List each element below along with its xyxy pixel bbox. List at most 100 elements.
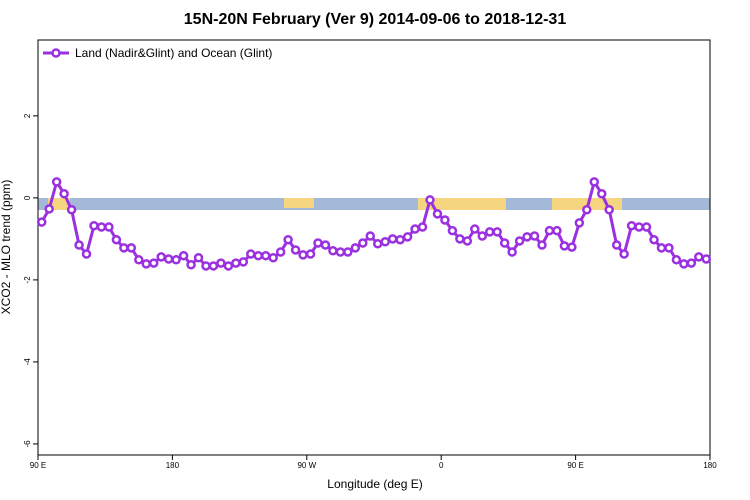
y-tick-label: -4 <box>23 358 32 366</box>
data-point <box>216 258 226 268</box>
data-point <box>44 204 54 214</box>
series-line <box>40 178 707 268</box>
data-point <box>358 238 368 248</box>
data-point <box>51 177 62 187</box>
x-tick-label: 180 <box>166 461 180 470</box>
data-point <box>74 240 84 250</box>
data-point <box>223 261 234 271</box>
data-point <box>567 242 577 252</box>
x-tick-label: 90 E <box>567 461 583 470</box>
ocean-strip <box>38 198 710 210</box>
data-point <box>626 221 637 231</box>
data-point <box>111 234 122 245</box>
data-point <box>59 189 69 199</box>
land-patch <box>284 198 314 208</box>
data-point <box>552 225 562 236</box>
data-point <box>186 259 196 270</box>
data-point <box>656 243 667 253</box>
data-point <box>246 249 256 259</box>
data-point <box>275 247 286 257</box>
data-point <box>522 232 532 242</box>
data-point <box>686 258 697 268</box>
data-point <box>208 261 219 271</box>
data-point <box>126 243 137 253</box>
data-point <box>298 250 308 260</box>
data-point <box>492 227 502 237</box>
data-point <box>163 254 174 264</box>
data-point <box>231 258 241 268</box>
data-point <box>470 224 480 234</box>
data-point <box>141 259 152 269</box>
y-axis-label: XCO2 - MLO trend (ppm) <box>0 180 13 315</box>
data-point <box>380 237 390 247</box>
data-point <box>477 231 488 241</box>
data-point <box>507 247 517 257</box>
data-point <box>343 247 353 257</box>
data-point <box>537 240 547 250</box>
x-axis-label: Longitude (deg E) <box>327 477 422 491</box>
data-point <box>372 239 383 249</box>
data-point <box>671 255 682 265</box>
x-tick-label: 0 <box>439 461 444 470</box>
data-point <box>104 222 114 232</box>
data-point <box>365 231 376 241</box>
data-point <box>432 209 443 219</box>
data-point <box>701 254 712 264</box>
data-point <box>417 222 428 232</box>
data-point <box>395 234 405 245</box>
data-point <box>328 246 338 256</box>
data-point <box>350 243 361 253</box>
data-point <box>455 234 465 244</box>
y-tick-label: -2 <box>23 276 32 284</box>
data-point <box>484 227 495 237</box>
data-point <box>664 243 674 253</box>
legend-marker <box>51 48 61 58</box>
data-point <box>253 250 264 261</box>
land-patch <box>418 198 506 210</box>
data-point <box>89 221 99 231</box>
data-point <box>499 238 510 248</box>
data-point <box>641 222 652 232</box>
data-point <box>425 195 435 205</box>
data-point <box>679 259 689 269</box>
data-point <box>290 245 301 255</box>
plot-frame <box>37 39 711 456</box>
data-point <box>634 222 644 232</box>
x-tick-label: 180 <box>703 461 717 470</box>
data-point <box>514 236 525 246</box>
data-point <box>156 252 166 262</box>
data-point <box>596 189 607 199</box>
data-point <box>649 234 659 245</box>
data-point <box>544 225 555 236</box>
legend-label: Land (Nadir&Glint) and Ocean (Glint) <box>75 46 272 60</box>
x-tick-label: 90 W <box>297 461 316 470</box>
y-tick-label: -6 <box>23 440 32 448</box>
data-point <box>313 238 323 248</box>
data-point <box>440 215 450 225</box>
data-point <box>268 253 278 263</box>
data-point <box>589 177 600 187</box>
y-tick-label: 0 <box>23 195 32 200</box>
data-point <box>611 240 622 250</box>
data-point <box>96 222 107 232</box>
data-point <box>559 241 570 251</box>
data-point <box>462 236 473 246</box>
data-point <box>201 261 211 271</box>
data-point <box>335 247 346 257</box>
data-point <box>447 225 458 236</box>
data-point <box>694 252 704 262</box>
data-point <box>171 255 181 265</box>
data-point <box>387 234 398 244</box>
data-point <box>36 217 47 227</box>
chart-title: 15N-20N February (Ver 9) 2014-09-06 to 2… <box>184 11 567 28</box>
data-point <box>119 243 129 253</box>
data-point <box>148 258 159 268</box>
data-point <box>193 253 204 263</box>
data-point <box>134 255 144 265</box>
data-point <box>410 224 420 234</box>
data-point <box>619 249 629 259</box>
data-point <box>604 205 614 215</box>
data-point <box>402 232 413 242</box>
